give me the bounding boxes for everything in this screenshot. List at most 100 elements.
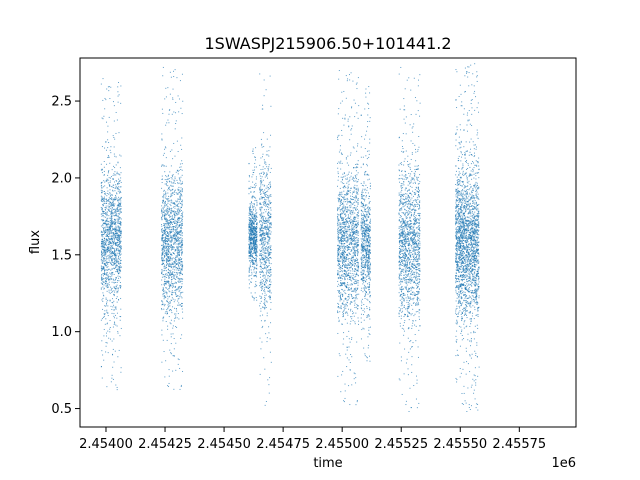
data-point [179, 193, 181, 195]
data-point [358, 215, 360, 217]
data-point [266, 337, 268, 339]
data-point [162, 253, 164, 255]
data-point [171, 113, 173, 115]
data-point [180, 107, 182, 109]
data-point [344, 198, 346, 200]
data-point [345, 353, 347, 355]
data-point [260, 188, 262, 190]
data-point [101, 184, 103, 186]
data-point [167, 281, 169, 283]
data-point [357, 198, 359, 200]
data-point [113, 205, 115, 207]
data-point [263, 226, 265, 228]
data-point [254, 249, 256, 251]
data-point [105, 273, 107, 275]
data-point [107, 285, 109, 287]
data-point [171, 287, 173, 289]
data-point [351, 301, 353, 303]
data-point [180, 225, 182, 227]
data-point [171, 240, 173, 242]
data-point [118, 205, 120, 207]
data-point [180, 278, 182, 280]
data-point [255, 283, 257, 285]
data-point [260, 266, 262, 268]
data-point [166, 312, 168, 314]
data-point [181, 303, 183, 305]
data-point [179, 192, 181, 194]
data-point [169, 305, 171, 307]
data-point [120, 248, 122, 250]
data-point [103, 222, 105, 224]
data-point [108, 206, 110, 208]
data-point [109, 320, 111, 322]
data-point [269, 291, 271, 293]
data-point [163, 225, 165, 227]
data-point [357, 203, 359, 205]
data-point [267, 247, 269, 249]
data-point [181, 224, 183, 226]
data-point [254, 228, 256, 230]
data-point [348, 201, 350, 203]
data-point [253, 257, 255, 259]
data-point [357, 187, 359, 189]
data-point [250, 209, 252, 211]
data-point [265, 209, 267, 211]
data-point [267, 206, 269, 208]
data-point [262, 190, 264, 192]
data-point [341, 239, 343, 240]
data-point [180, 242, 182, 244]
data-point [170, 199, 172, 201]
data-point [165, 218, 167, 220]
data-point [174, 278, 176, 280]
data-point [110, 273, 112, 275]
data-point [259, 197, 261, 199]
data-point [255, 272, 257, 274]
data-point [249, 260, 251, 262]
data-point [263, 307, 265, 309]
data-point [172, 268, 174, 270]
data-point [261, 197, 263, 199]
data-point [265, 202, 267, 204]
data-point [172, 235, 174, 237]
data-point [181, 222, 183, 224]
data-point [108, 215, 110, 217]
data-point [248, 250, 250, 252]
data-point [262, 179, 264, 181]
data-point [165, 243, 167, 245]
data-point [356, 266, 358, 268]
data-point [266, 225, 268, 227]
data-point [111, 259, 113, 261]
data-point [174, 183, 176, 184]
data-point [170, 352, 172, 354]
data-point [179, 294, 181, 296]
data-point [173, 264, 175, 266]
data-point [179, 189, 181, 191]
data-point [351, 128, 353, 130]
data-point [263, 233, 265, 235]
data-point [110, 146, 112, 148]
data-point [248, 274, 250, 276]
data-point [170, 213, 172, 215]
data-point [356, 250, 358, 252]
data-point [101, 253, 103, 255]
data-point [104, 97, 106, 99]
data-point [347, 274, 349, 276]
data-point [269, 75, 271, 77]
data-point [108, 227, 110, 229]
data-point [117, 261, 119, 263]
data-point [105, 274, 107, 276]
data-point [111, 291, 113, 293]
data-point [165, 240, 167, 242]
data-point [165, 270, 167, 272]
data-point [104, 251, 106, 253]
data-point [357, 224, 359, 226]
data-point [118, 272, 120, 274]
data-point [356, 293, 358, 295]
data-point [114, 208, 116, 210]
data-point [166, 221, 168, 223]
data-point [255, 285, 257, 287]
data-point [118, 231, 120, 233]
data-point [181, 213, 183, 215]
data-point [352, 290, 354, 292]
data-point [163, 189, 165, 191]
